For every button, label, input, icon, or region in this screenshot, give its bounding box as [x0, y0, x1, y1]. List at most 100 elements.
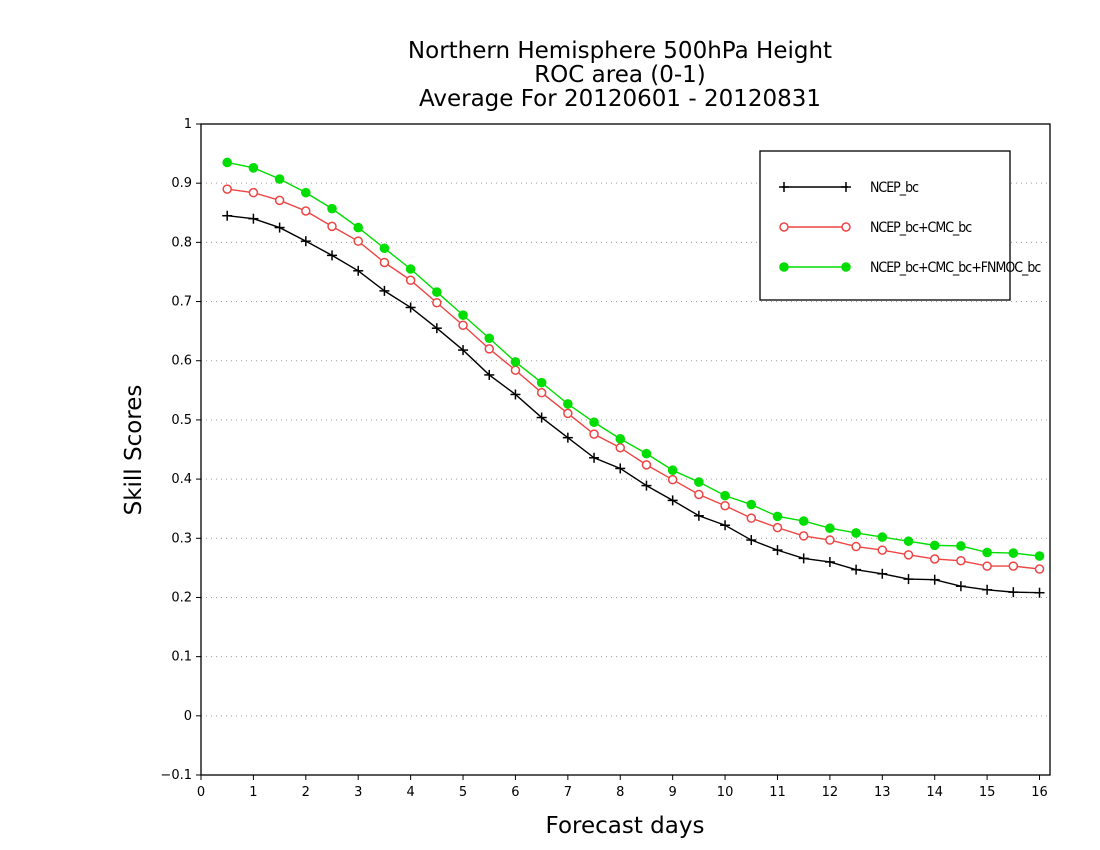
y-tick-label: −0.1: [160, 768, 192, 783]
data-point: [851, 528, 861, 538]
data-point: [589, 452, 600, 463]
data-point: [458, 345, 469, 356]
data-point: [301, 187, 311, 198]
data-point: [1008, 548, 1019, 558]
data-point: [353, 265, 364, 276]
data-point: [615, 434, 626, 444]
series-layer: [222, 157, 1045, 598]
data-point: [720, 500, 730, 511]
data-point: [694, 489, 704, 500]
data-point: [274, 174, 285, 184]
data-point: [667, 474, 678, 485]
legend-marker: [779, 182, 789, 192]
legend-marker: [779, 262, 789, 272]
x-tick-label: 5: [459, 785, 467, 800]
x-tick-label: 10: [717, 785, 734, 800]
data-point: [536, 377, 547, 388]
x-tick-label: 11: [769, 785, 786, 800]
data-point: [222, 210, 233, 221]
data-point: [903, 550, 914, 560]
data-point: [353, 236, 363, 246]
data-point: [431, 323, 442, 334]
y-tick-label: 0.5: [171, 413, 192, 428]
x-tick-label: 2: [302, 785, 310, 800]
data-point: [982, 584, 993, 595]
data-point: [458, 320, 468, 330]
data-point: [405, 275, 416, 285]
legend-marker: [841, 262, 851, 272]
data-point: [222, 184, 232, 194]
data-point: [248, 162, 259, 173]
y-axis-label: Skill Scores: [121, 385, 147, 516]
data-point: [955, 581, 966, 592]
y-tick-label: 0.3: [171, 531, 192, 546]
data-point: [929, 540, 940, 551]
x-tick-label: 1: [249, 785, 257, 800]
data-point: [798, 553, 809, 564]
y-tick-label: 0.7: [171, 295, 192, 310]
data-point: [746, 499, 757, 510]
data-point: [877, 545, 888, 555]
x-tick-label: 8: [616, 785, 624, 800]
data-point: [353, 222, 364, 233]
data-point: [405, 302, 416, 313]
x-tick-label: 16: [1031, 785, 1048, 800]
data-point: [563, 399, 573, 409]
data-point: [825, 523, 835, 534]
legend-marker: [841, 222, 851, 232]
y-tick-label: 0.2: [171, 590, 192, 605]
data-point: [536, 412, 547, 423]
data-point: [300, 236, 311, 247]
data-point: [1008, 587, 1019, 598]
series-0: [222, 210, 1045, 598]
data-point: [877, 568, 888, 579]
data-point: [693, 510, 704, 521]
chart-title-line-3: Average For 20120601 - 20120831: [419, 86, 821, 112]
data-point: [327, 250, 338, 261]
data-point: [851, 541, 861, 552]
data-point: [929, 554, 940, 564]
x-tick-label: 13: [874, 785, 891, 800]
data-point: [379, 243, 390, 254]
data-point: [667, 465, 678, 476]
data-point: [956, 556, 966, 566]
data-point: [615, 442, 626, 453]
x-tick-label: 4: [406, 785, 414, 800]
data-point: [1034, 587, 1045, 598]
data-point: [510, 389, 521, 400]
data-point: [589, 417, 599, 428]
data-point: [956, 541, 966, 551]
data-point: [405, 264, 416, 274]
axes: −0.100.10.20.30.40.50.60.70.80.910 1 2 3 4 5 6…: [160, 117, 1051, 800]
data-point: [746, 535, 757, 546]
data-point: [301, 206, 311, 216]
data-point: [536, 387, 547, 398]
legend-marker: [841, 182, 851, 192]
y-tick-label: 0.4: [171, 472, 192, 487]
legend-label: NCEP_bc+CMC_bc+FNMOC_bc: [870, 260, 1041, 276]
data-point: [982, 547, 992, 558]
data-point: [248, 213, 259, 224]
data-point: [720, 520, 731, 531]
x-tick-label: 15: [979, 785, 996, 800]
data-point: [694, 477, 704, 487]
y-tick-label: 0: [184, 709, 192, 724]
x-tick-label: 3: [354, 785, 362, 800]
y-tick-label: 0.9: [171, 176, 192, 191]
data-point: [772, 522, 783, 533]
data-point: [1034, 564, 1045, 574]
legend-box: [759, 150, 1011, 301]
legend-label: NCEP_bc: [870, 180, 919, 196]
x-tick-label: 6: [511, 785, 519, 800]
data-point: [641, 448, 652, 459]
data-point: [274, 195, 285, 206]
chart-title-line-1: Northern Hemisphere 500hPa Height: [408, 38, 832, 64]
data-point: [484, 344, 494, 354]
series-line: [227, 215, 1040, 594]
data-point: [929, 574, 940, 585]
x-tick-label: 12: [822, 785, 839, 800]
chart-title: Northern Hemisphere 500hPa Height ROC ar…: [408, 38, 832, 112]
series-1: [222, 184, 1045, 574]
data-point: [641, 480, 652, 491]
x-axis-label: Forecast days: [546, 813, 705, 839]
